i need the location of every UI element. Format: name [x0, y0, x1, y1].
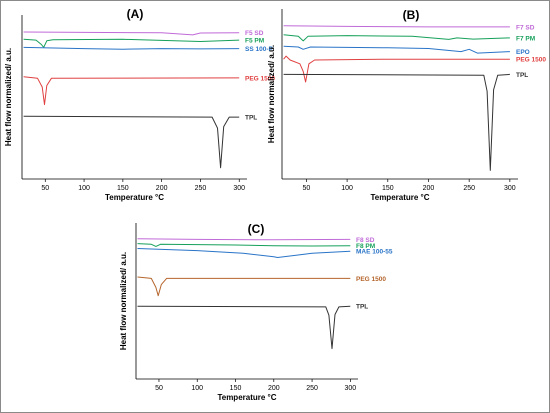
- chart-panel-2: (B) 50 100 150 200 250 300 Temperature °C Heat f…: [267, 8, 546, 202]
- x-tick-label: 200: [423, 185, 435, 192]
- series-label: F8 SD: [356, 237, 375, 244]
- series-label: F8 PM: [356, 243, 375, 250]
- series-label: TPL: [356, 304, 368, 311]
- x-tick-label: 300: [345, 385, 357, 392]
- series-label: PEG 1500: [516, 57, 546, 64]
- series-label: F5 SD: [245, 30, 264, 37]
- x-tick-label: 150: [117, 185, 129, 192]
- panel-label: (B): [403, 8, 420, 22]
- panel-label: (A): [127, 7, 144, 21]
- series-label: F7 SD: [516, 24, 535, 31]
- series-label: PEG 1500: [356, 276, 386, 283]
- x-tick-label: 200: [156, 185, 168, 192]
- chart-panel-1: (A) 50 100 150 200 250 300 Temperature °C Heat f…: [4, 7, 275, 202]
- series-line-peg-1500: [137, 276, 351, 297]
- series-label: TPL: [245, 115, 257, 122]
- series-label: F7 PM: [516, 35, 535, 42]
- series-line-peg-1500: [283, 55, 510, 83]
- series-line-peg-1500: [23, 76, 240, 106]
- series-line-f7-sd: [283, 25, 510, 28]
- series-label: PEG 1500: [245, 75, 275, 82]
- x-tick-label: 100: [341, 185, 353, 192]
- series-label: EPO: [516, 49, 530, 56]
- y-axis-title: Heat flow normalized/ a.u.: [267, 45, 276, 143]
- x-tick-label: 50: [155, 385, 163, 392]
- x-tick-label: 100: [191, 385, 203, 392]
- series-line-f8-pm: [137, 243, 351, 247]
- x-tick-label: 200: [268, 385, 280, 392]
- series-line-f5-sd: [23, 31, 240, 36]
- series-line-tpl: [137, 305, 351, 350]
- series-line-tpl: [283, 73, 510, 171]
- series-line-epo: [283, 45, 510, 54]
- panel-label: (C): [248, 222, 265, 236]
- x-tick-label: 250: [463, 185, 475, 192]
- x-axis-title: Temperature °C: [105, 193, 164, 202]
- series-line-ss-100-p: [23, 46, 240, 50]
- x-tick-label: 300: [504, 185, 516, 192]
- x-tick-label: 150: [230, 385, 242, 392]
- series-label: MAE 100-55: [356, 249, 393, 256]
- series-label: TPL: [516, 72, 528, 79]
- series-line-mae-100-55: [137, 248, 351, 258]
- series-label: SS 100-P: [245, 46, 273, 53]
- x-axis-title: Temperature °C: [370, 193, 429, 202]
- x-axis-title: Temperature °C: [217, 393, 276, 402]
- x-tick-label: 300: [233, 185, 245, 192]
- x-tick-label: 250: [195, 185, 207, 192]
- x-tick-label: 100: [78, 185, 90, 192]
- y-axis-title: Heat flow normalized/ a.u.: [119, 252, 128, 350]
- series-label: F5 PM: [245, 38, 264, 45]
- x-tick-label: 50: [41, 185, 49, 192]
- series-line-f7-pm: [283, 34, 510, 42]
- x-tick-label: 150: [382, 185, 394, 192]
- x-tick-label: 50: [303, 185, 311, 192]
- series-line-tpl: [23, 115, 240, 169]
- series-line-f8-sd: [137, 238, 351, 241]
- x-tick-label: 250: [306, 385, 318, 392]
- chart-panel-3: (C) 50 100 150 200 250 300 Temperature °C Heat f…: [119, 222, 393, 402]
- y-axis-title: Heat flow normalized/ a.u.: [4, 48, 13, 146]
- series-line-f5-pm: [23, 38, 240, 48]
